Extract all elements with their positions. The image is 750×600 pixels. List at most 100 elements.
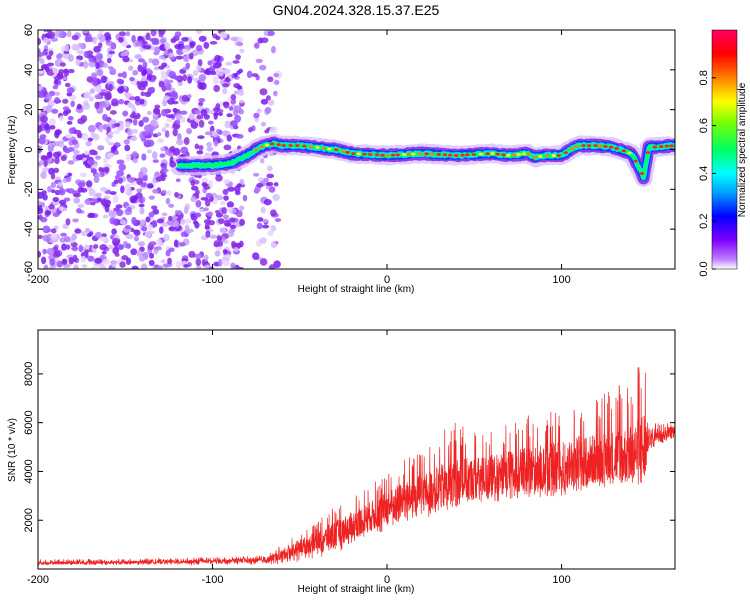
noise-speckle (150, 38, 158, 43)
y-tick-label: 6000 (23, 410, 35, 434)
signal-peak (406, 152, 411, 156)
noise-speckle (80, 187, 88, 193)
noise-speckle (217, 70, 224, 77)
noise-speckle (63, 197, 71, 202)
noise-speckle (150, 30, 157, 37)
noise-speckle (87, 137, 94, 142)
noise-speckle (124, 92, 132, 98)
y-tick-label: -60 (23, 261, 35, 277)
noise-speckle (172, 128, 178, 137)
noise-speckle (77, 118, 86, 125)
noise-speckle (203, 264, 211, 269)
noise-speckle (158, 55, 165, 60)
noise-speckle (88, 61, 96, 68)
noise-speckle (189, 41, 196, 47)
noise-speckle (236, 85, 243, 90)
noise-speckle (99, 186, 108, 192)
noise-speckle (192, 70, 199, 76)
noise-speckle (173, 239, 179, 248)
noise-speckle (99, 236, 108, 242)
noise-speckle (209, 234, 217, 239)
noise-speckle (263, 177, 270, 183)
noise-speckle (99, 264, 107, 269)
noise-speckle (95, 155, 102, 160)
noise-speckle (228, 105, 234, 111)
noise-speckle (52, 151, 61, 159)
noise-speckle (242, 194, 248, 202)
noise-speckle (65, 218, 71, 226)
noise-speckle (191, 49, 199, 57)
noise-speckle (264, 129, 270, 134)
signal-peak (664, 144, 670, 148)
noise-speckle (38, 51, 45, 57)
noise-speckle (102, 113, 108, 122)
y-tick-label: 4000 (23, 459, 35, 483)
noise-speckle (93, 244, 99, 249)
noise-speckle (174, 210, 180, 215)
noise-speckle (168, 52, 175, 57)
noise-speckle (196, 30, 203, 35)
noise-speckle (197, 135, 205, 140)
noise-speckle (259, 64, 267, 71)
noise-speckle (274, 79, 280, 86)
noise-speckle (134, 54, 142, 59)
noise-speckle (91, 265, 99, 269)
noise-speckle (256, 108, 262, 114)
noise-speckle (198, 73, 207, 82)
signal-peak (603, 145, 608, 148)
noise-speckle (73, 197, 81, 204)
noise-speckle (233, 247, 239, 253)
noise-speckle (215, 195, 224, 201)
noise-speckle (139, 98, 145, 105)
noise-speckle (143, 44, 152, 50)
signal-peak (429, 152, 435, 156)
noise-speckle (122, 55, 130, 63)
noise-speckle (85, 227, 90, 233)
noise-speckle (222, 259, 230, 267)
noise-speckle (88, 231, 94, 237)
noise-speckle (222, 249, 228, 254)
noise-speckle (113, 129, 120, 135)
noise-speckle (101, 250, 107, 255)
noise-speckle (226, 201, 234, 208)
noise-speckle (158, 30, 166, 35)
noise-speckle (97, 197, 103, 203)
noise-speckle (83, 244, 90, 250)
noise-speckle (52, 250, 61, 258)
noise-speckle (154, 104, 161, 109)
noise-speckle (124, 183, 132, 192)
noise-speckle (227, 206, 233, 213)
noise-speckle (38, 234, 43, 239)
noise-speckle (63, 235, 71, 243)
noise-speckle (153, 66, 160, 71)
signal-peak (390, 153, 396, 157)
noise-speckle (92, 36, 97, 45)
noise-speckle (119, 85, 125, 93)
noise-speckle (230, 224, 237, 229)
noise-speckle (38, 125, 43, 133)
noise-speckle (273, 260, 281, 269)
noise-speckle (75, 58, 81, 66)
noise-speckle (93, 45, 101, 53)
noise-speckle (91, 72, 98, 78)
noise-speckle (46, 68, 55, 76)
noise-speckle (265, 95, 271, 101)
spectrogram-y-axis-title: Frequency (Hz) (7, 116, 18, 185)
noise-speckle (42, 194, 48, 201)
snr-y-axis-title: SNR (10 * v/v) (7, 418, 18, 482)
noise-speckle (272, 193, 280, 201)
noise-speckle (79, 172, 87, 178)
x-tick-label: 0 (384, 574, 390, 586)
noise-speckle (267, 99, 275, 106)
noise-speckle (125, 257, 132, 266)
noise-speckle (73, 129, 82, 135)
noise-speckle (65, 188, 71, 193)
noise-speckle (166, 190, 172, 196)
noise-speckle (198, 35, 207, 42)
noise-speckle (265, 181, 274, 187)
noise-speckle (239, 205, 245, 211)
signal-peak (569, 147, 575, 151)
noise-speckle (234, 190, 241, 196)
noise-speckle (99, 244, 108, 251)
signal-peak (633, 159, 638, 163)
